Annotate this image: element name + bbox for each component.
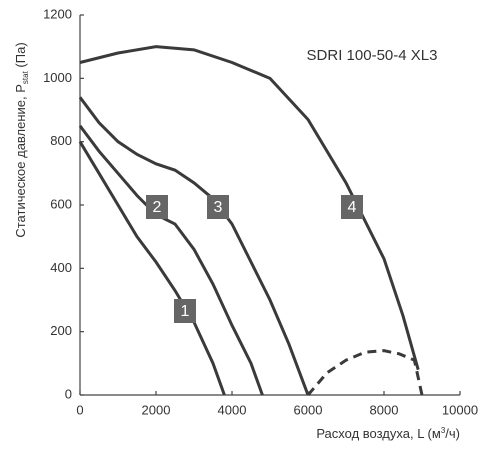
x-tick-label: 4000 [218,402,247,417]
curve-label: 1 [181,303,190,320]
x-tick-label: 6000 [294,402,323,417]
curve-label-box [207,195,229,219]
x-label-main: Расход воздуха, L (м [316,426,441,441]
curve-label-box [174,299,196,323]
x-axis-label: Расход воздуха, L (м3/ч) [316,426,460,441]
x-tick-label: 8000 [370,402,399,417]
x-tick-label: 2000 [142,402,171,417]
curve [79,45,420,371]
curve-label: 3 [214,199,223,216]
y-tick-label: 1200 [43,6,72,21]
y-label-tail: (Па) [13,42,28,71]
y-label-sub: stat [21,70,30,84]
y-tick-label: 1000 [43,70,72,85]
curve [78,140,226,396]
y-tick-label: 400 [50,260,72,275]
curve-label: 4 [348,199,357,216]
y-tick-label: 200 [50,323,72,338]
y-tick-label: 0 [65,386,72,401]
curve [78,124,264,396]
x-tick-label: 0 [76,402,83,417]
annotation: SDRI 100-50-4 XL3 [307,47,438,64]
x-tick-label: 10000 [442,402,478,417]
curve-label-box [341,195,363,219]
dashed-curve [306,349,424,396]
y-label-main: Статическое давление, P [13,84,28,238]
y-tick-label: 800 [50,133,72,148]
x-label-sup: 3 [441,426,446,435]
y-axis-label: Статическое давление, Pstat (Па) [13,42,30,237]
curve [78,96,310,396]
y-tick-label: 600 [50,196,72,211]
curve-label: 2 [153,199,162,216]
curve-label-box [146,195,168,219]
x-label-tail: /ч) [445,426,460,441]
